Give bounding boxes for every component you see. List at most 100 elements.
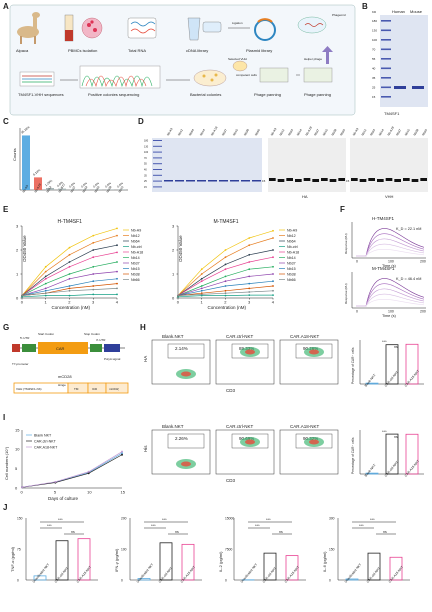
x-tick-label: 0 <box>356 260 358 264</box>
y-tick-label: 15 <box>15 427 20 432</box>
gel-d-marker-label: 130 <box>144 145 149 148</box>
series-point <box>44 289 47 292</box>
gel-b-marker-band <box>381 77 391 79</box>
bar-data-label: 35.19% <box>20 125 31 135</box>
gel-d-lane-label: Nb15 <box>232 128 239 136</box>
bar-data-label: 0.4% <box>68 181 76 189</box>
chart-c: Counts 35.19% Nb-A98.14% Nb-A18 1.29%Nb14 0.9… <box>12 125 128 194</box>
x-tick-label: 100 <box>388 260 394 264</box>
series-line <box>21 271 118 296</box>
bar-data-label: 8.14% <box>32 168 41 177</box>
binding-kd: K_D = 46.4 nM <box>396 277 421 281</box>
step-bacterial: Bacterial colonies <box>190 92 221 97</box>
gel-d-marker-band <box>153 151 162 153</box>
series-point <box>116 251 118 254</box>
series-point <box>92 273 95 275</box>
flow-plot-frame <box>215 429 275 475</box>
series-point <box>68 277 71 280</box>
series-point <box>272 273 274 275</box>
series-point <box>224 275 227 278</box>
summary-bar <box>405 343 419 385</box>
step-rna: Total RNA <box>128 48 146 53</box>
x-tick-label: 2 <box>224 300 227 305</box>
x-tick-label: 1 <box>201 300 204 305</box>
cytokine-group-label: Unactivated NKT <box>136 563 155 584</box>
series-point <box>54 480 57 483</box>
gel-band <box>303 178 311 181</box>
y-axis-label: IFN-γ (pg/ml) <box>114 548 119 572</box>
summary-bar <box>385 344 399 385</box>
legend-label: Nb12 <box>287 234 296 238</box>
construct-stop: Stop Codon <box>84 332 100 336</box>
summary-bar <box>405 433 419 475</box>
gel-background <box>268 138 346 192</box>
gel-b-marker-band <box>381 67 391 70</box>
flow-gate <box>231 433 269 449</box>
series-point <box>68 287 71 290</box>
chart-i: 0 5 10 15 0 5 10 15 Days of culture Cell numbers … <box>4 427 126 501</box>
gel-d-marker-label: 100 <box>144 151 149 154</box>
y-tick-label: 15000 <box>225 516 234 520</box>
bar <box>46 188 54 190</box>
series-point <box>200 280 203 283</box>
series-point <box>92 256 95 259</box>
significance-marker: *** <box>255 523 260 528</box>
gel-b-marker-band <box>381 58 391 60</box>
legend-label: Nb-A18 <box>131 250 143 254</box>
gel-band <box>368 178 375 181</box>
bar-category-label: Nb66 <box>93 185 100 193</box>
ns-marker: ns <box>394 435 398 439</box>
x-tick-label: 10 <box>87 490 92 495</box>
panel-label-i: I <box>3 413 5 422</box>
binding-curve <box>356 248 425 257</box>
y-tick-label: 0 <box>329 578 331 582</box>
ns-marker: ns <box>175 530 179 534</box>
bar-data-label: 1.29% <box>44 179 53 188</box>
cytokine-bar <box>55 540 69 581</box>
series-point <box>248 261 251 263</box>
significance-marker: *** <box>58 517 63 522</box>
x-tick-label: 200 <box>420 260 426 264</box>
flow-gate <box>295 343 333 359</box>
legend-label: Nb38 <box>131 272 140 276</box>
series-point <box>121 450 123 453</box>
series-point <box>200 293 203 296</box>
bar-data-label: 0.4% <box>92 181 100 189</box>
series-point <box>92 293 95 296</box>
gel-d-marker-label: 70 <box>144 157 147 160</box>
series-point <box>92 249 95 251</box>
flow-cluster-core <box>181 461 191 467</box>
series-point <box>224 249 227 251</box>
gel-band <box>338 178 345 181</box>
series-point <box>224 292 227 295</box>
gel-band <box>312 179 319 182</box>
bar <box>70 189 78 190</box>
significance-marker: *** <box>47 523 52 528</box>
gel-d-wb-ha: HA <box>302 194 308 199</box>
series-point <box>272 289 274 292</box>
flow-gate-percentage: 2.14% <box>175 346 188 351</box>
binding-curve <box>356 238 425 257</box>
gel-d-lane-label: Nb64 <box>369 128 376 136</box>
gel-d-lane-label: Nb38 <box>330 128 337 136</box>
series-point <box>68 294 71 297</box>
gel-band <box>241 180 250 182</box>
chart-title: H-TM4SF1 <box>58 219 83 225</box>
gel-d-marker-band <box>153 163 162 165</box>
flow-cluster-core <box>309 439 319 445</box>
gel-band <box>186 180 195 182</box>
series-point <box>68 253 71 256</box>
flow-plot-frame <box>279 339 339 385</box>
ns-marker: ns <box>383 530 387 534</box>
series-point <box>248 253 251 256</box>
series-point <box>92 285 95 287</box>
gel-b-marker-label: 40 <box>372 67 376 71</box>
gel-band <box>286 178 293 181</box>
series-point <box>44 282 47 285</box>
series-point <box>92 280 95 283</box>
series-point <box>87 470 90 473</box>
flow-group-label: CAR.A18-NKT <box>290 334 320 339</box>
gel-d-lane-label: Nb-A9 <box>352 127 360 137</box>
y-tick-label: 0 <box>172 295 175 300</box>
